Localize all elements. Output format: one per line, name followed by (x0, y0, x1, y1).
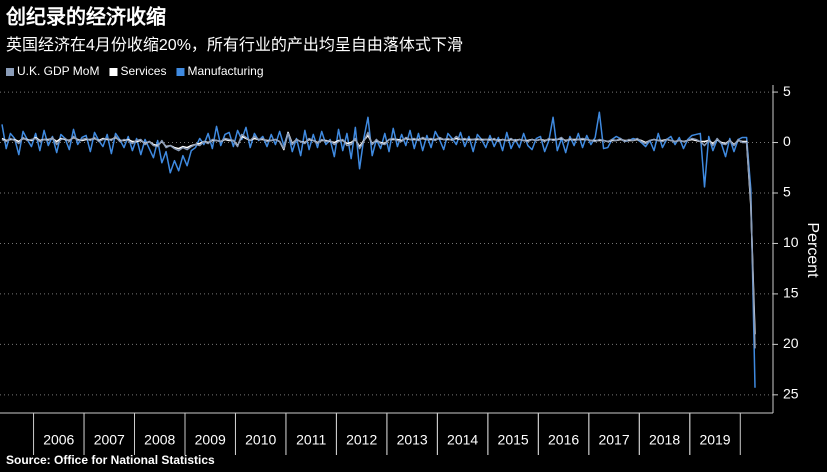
y-axis-label: Percent (804, 222, 821, 278)
y-tick-label: 0 (783, 133, 791, 149)
x-tick-label: 2017 (598, 432, 629, 448)
x-tick-label: 2016 (548, 432, 579, 448)
legend-swatch (109, 68, 118, 76)
legend-label: Manufacturing (187, 64, 263, 78)
x-tick-label: 2010 (245, 432, 276, 448)
chart-subtitle: 英国经济在4月份收缩20%，所有行业的产出均呈自由落体式下滑 (6, 36, 463, 54)
x-tick-label: 2012 (346, 432, 377, 448)
x-tick-label: 2018 (649, 432, 680, 448)
y-tick-label: 10 (783, 234, 799, 250)
x-tick-label: 2011 (296, 432, 326, 448)
legend-label: Services (120, 64, 166, 78)
series-line (1, 131, 756, 349)
x-tick-label: 2013 (397, 432, 428, 448)
legend-label: U.K. GDP MoM (17, 64, 99, 78)
y-tick-label: 20 (783, 335, 799, 351)
y-tick-label: 25 (783, 386, 799, 402)
series-line (1, 131, 756, 335)
x-tick-label: 2019 (699, 432, 730, 448)
y-tick-label: 15 (783, 285, 799, 301)
legend-swatch (176, 68, 185, 76)
x-tick-label: 2009 (195, 432, 226, 448)
x-tick-label: 2006 (43, 432, 74, 448)
source: Source: Office for National Statistics (6, 453, 215, 467)
x-tick-label: 2014 (447, 432, 478, 448)
x-tick-label: 2007 (94, 432, 125, 448)
series-line (1, 111, 756, 388)
y-tick-label: 5 (783, 184, 791, 200)
chart-title: 创纪录的经济收缩 (5, 4, 166, 28)
legend-swatch (6, 68, 14, 76)
y-tick-label: 5 (783, 83, 791, 99)
x-tick-label: 2008 (144, 432, 175, 448)
x-tick-label: 2015 (498, 432, 529, 448)
